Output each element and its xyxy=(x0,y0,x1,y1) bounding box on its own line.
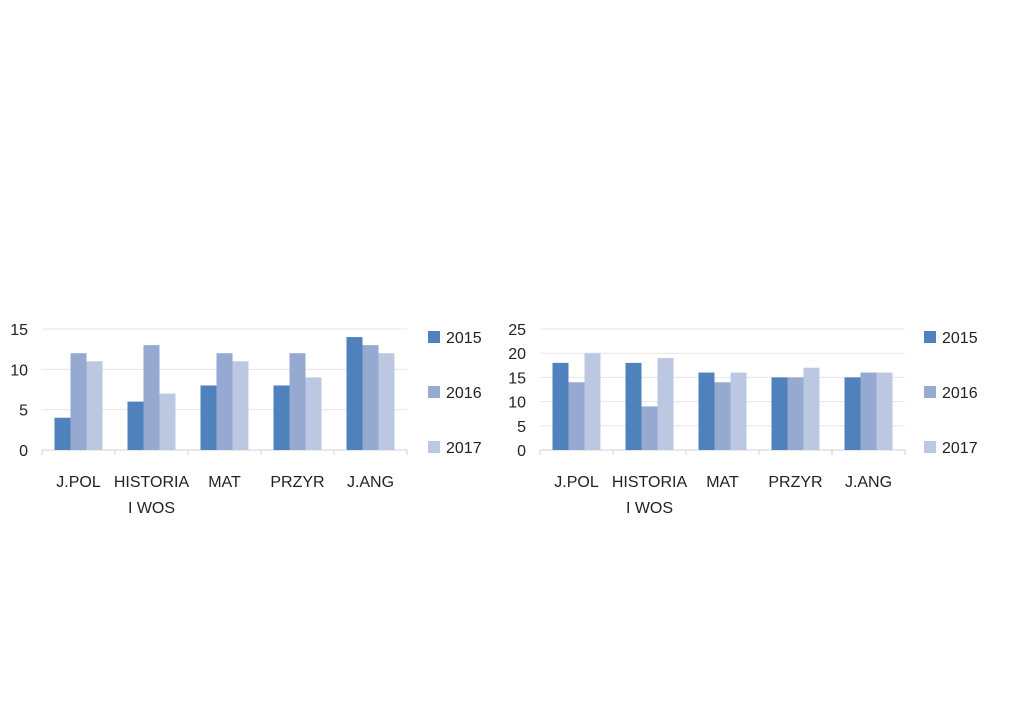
x-category-label: J.POL xyxy=(554,474,599,491)
bar-2015-2 xyxy=(698,372,715,450)
y-tick-label: 0 xyxy=(517,443,526,460)
bar-2016-1 xyxy=(641,406,658,450)
bar-2017-3 xyxy=(305,377,322,450)
legend-swatch-2016 xyxy=(924,386,936,398)
bar-2016-2 xyxy=(216,353,233,450)
bar-2017-4 xyxy=(876,372,893,450)
legend-label-2015: 2015 xyxy=(446,330,482,347)
legend-label-2016: 2016 xyxy=(446,385,482,402)
legend-label-2015: 2015 xyxy=(942,330,978,347)
y-tick-label: 15 xyxy=(508,370,526,387)
bar-2016-1 xyxy=(143,345,160,450)
x-category-label: J.POL xyxy=(56,474,101,491)
bar-chart-right: 0 5 10 15 20 25 J.POL HISTORIA I WOS MAT PRZYR J.AN… xyxy=(508,322,978,517)
legend-label-2017: 2017 xyxy=(446,440,482,457)
bar-2017-2 xyxy=(730,372,747,450)
bar-2017-1 xyxy=(657,358,674,450)
bar-2015-3 xyxy=(771,377,788,450)
legend-swatch-2015 xyxy=(924,331,936,343)
chart-left: 0 5 10 15 J.POL HISTORIA I WOS MAT PRZYR J.ANG 201… xyxy=(0,310,500,540)
bar-2017-1 xyxy=(159,393,176,450)
bar-2015-0 xyxy=(552,362,569,450)
bar-2016-4 xyxy=(860,372,877,450)
bar-2015-3 xyxy=(273,385,290,450)
x-category-label: PRZYR xyxy=(768,474,822,491)
y-tick-label: 25 xyxy=(508,322,526,339)
x-category-label: MAT xyxy=(208,474,241,491)
y-tick-label: 15 xyxy=(10,322,28,339)
bar-2015-0 xyxy=(54,417,71,450)
y-tick-label: 10 xyxy=(508,395,526,412)
bar-2015-4 xyxy=(346,337,363,450)
bar-2016-0 xyxy=(70,353,87,450)
legend-label-2017: 2017 xyxy=(942,440,978,457)
x-category-label: HISTORIA xyxy=(114,474,190,491)
x-category-label: PRZYR xyxy=(270,474,324,491)
legend-swatch-2017 xyxy=(428,441,440,453)
x-category-label: I WOS xyxy=(626,500,673,517)
bar-2017-0 xyxy=(86,361,103,450)
bar-2016-3 xyxy=(289,353,306,450)
legend-label-2016: 2016 xyxy=(942,385,978,402)
x-category-label: J.ANG xyxy=(347,474,394,491)
y-tick-label: 5 xyxy=(517,419,526,436)
y-tick-label: 10 xyxy=(10,362,28,379)
bar-2015-4 xyxy=(844,377,861,450)
bar-2017-0 xyxy=(584,353,601,450)
bar-2016-0 xyxy=(568,382,585,450)
y-tick-label: 0 xyxy=(19,443,28,460)
bar-2017-2 xyxy=(232,361,249,450)
legend-swatch-2015 xyxy=(428,331,440,343)
bar-2017-4 xyxy=(378,353,395,450)
x-category-label: I WOS xyxy=(128,500,175,517)
bar-2016-2 xyxy=(714,382,731,450)
y-tick-label: 5 xyxy=(19,403,28,420)
legend-swatch-2016 xyxy=(428,386,440,398)
bar-2016-3 xyxy=(787,377,804,450)
x-category-label: HISTORIA xyxy=(612,474,688,491)
chart-right: 0 5 10 15 20 25 J.POL HISTORIA I WOS MAT PRZYR J.AN… xyxy=(500,310,1020,540)
bar-2015-2 xyxy=(200,385,217,450)
bar-2017-3 xyxy=(803,367,820,450)
y-tick-label: 20 xyxy=(508,346,526,363)
bar-chart-left: 0 5 10 15 J.POL HISTORIA I WOS MAT PRZYR J.ANG 201… xyxy=(10,322,482,517)
legend-swatch-2017 xyxy=(924,441,936,453)
bar-2016-4 xyxy=(362,345,379,450)
x-category-label: MAT xyxy=(706,474,739,491)
x-category-label: J.ANG xyxy=(845,474,892,491)
bar-2015-1 xyxy=(625,362,642,450)
bar-2015-1 xyxy=(127,401,144,450)
